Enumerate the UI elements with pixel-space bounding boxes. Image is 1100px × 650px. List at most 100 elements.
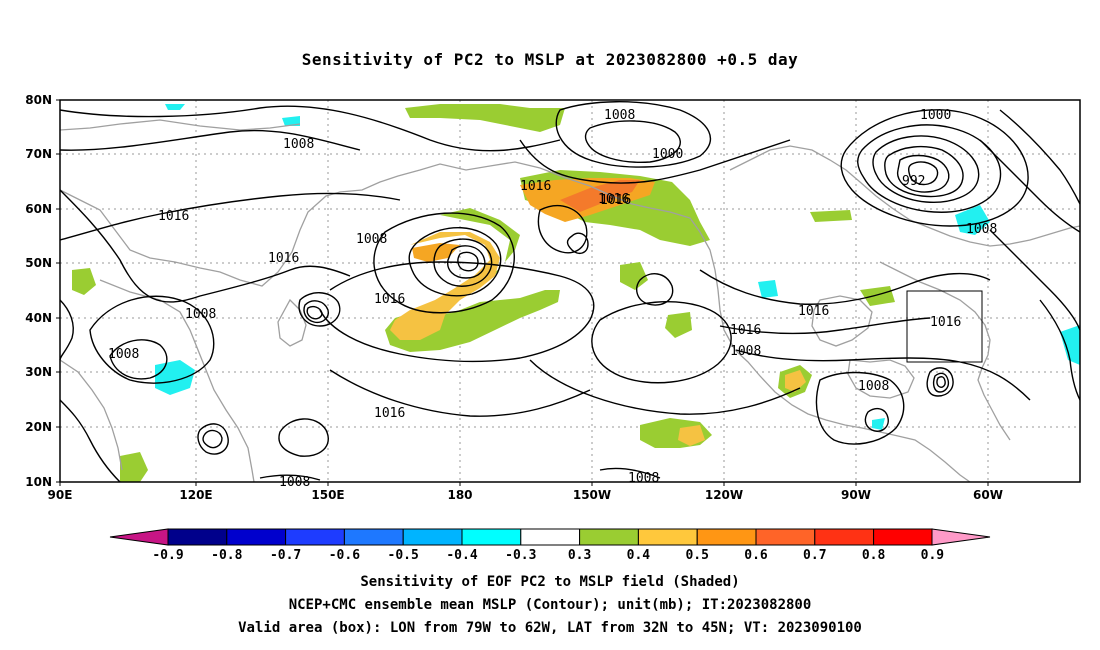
contour-label: 1008 — [108, 347, 139, 362]
sensitivity-shading — [72, 104, 1080, 482]
positive-region-orange — [390, 232, 500, 340]
plot-frame — [59, 99, 1081, 483]
lat-label: 20N — [25, 420, 52, 434]
contour-label: 1016 — [598, 192, 629, 207]
contour-label: 1016 — [930, 315, 961, 330]
colorbar-cell — [343, 528, 404, 546]
positive-region-green — [120, 452, 148, 482]
lat-label: 30N — [25, 365, 52, 379]
lon-label: 60W — [973, 488, 1003, 502]
negative-region-cyan — [165, 104, 185, 110]
lat-label: 50N — [25, 256, 52, 270]
positive-region-green — [405, 104, 565, 132]
colorbar-cell — [285, 528, 345, 546]
contour-label: 1000 — [920, 108, 951, 123]
colorbar-label: -0.3 — [505, 548, 536, 563]
colorbar-label: -0.8 — [211, 548, 242, 563]
colorbar-label: -0.9 — [152, 548, 183, 563]
lon-label: 150W — [573, 488, 611, 502]
caption-line-3: Valid area (box): LON from 79W to 62W, L… — [238, 620, 862, 636]
lat-label: 80N — [25, 93, 52, 107]
colorbar-label: 0.5 — [685, 548, 708, 563]
colorbar-cell — [402, 528, 463, 546]
positive-region-green — [72, 268, 96, 295]
contour-label: 1016 — [520, 179, 551, 194]
lat-label: 70N — [25, 147, 52, 161]
contour-label: 1008 — [730, 344, 761, 359]
contour-label: 1016 — [158, 209, 189, 224]
coastlines — [59, 119, 1081, 483]
tick-marks — [56, 99, 989, 486]
colorbar-over-triangle — [931, 528, 991, 546]
colorbar-cell — [226, 528, 287, 546]
lon-label: 180 — [447, 488, 472, 502]
lon-label: 90E — [48, 488, 73, 502]
colorbar-cell — [167, 528, 228, 546]
colorbar-cell — [579, 528, 639, 546]
colorbar-label: -0.6 — [329, 548, 360, 563]
lat-label: 60N — [25, 202, 52, 216]
positive-region-dark-orange — [560, 180, 640, 212]
colorbar-under-triangle — [109, 528, 169, 546]
negative-region-cyan — [758, 280, 778, 298]
positive-region-orange — [785, 370, 806, 392]
lat-label: 40N — [25, 311, 52, 325]
colorbar-label: -0.7 — [270, 548, 301, 563]
negative-region-cyan — [155, 360, 195, 395]
lon-label: 150E — [311, 488, 344, 502]
lon-label: 120W — [705, 488, 743, 502]
contour-label: 1008 — [858, 379, 889, 394]
positive-region-green — [810, 210, 852, 222]
contour-label: 1016 — [374, 406, 405, 421]
negative-region-cyan — [1060, 325, 1080, 365]
contour-label: 1000 — [652, 147, 683, 162]
lat-label: 10N — [25, 475, 52, 489]
colorbar-label: 0.9 — [921, 548, 944, 563]
colorbar-label: -0.4 — [446, 548, 477, 563]
contour-label: 1016 — [730, 323, 761, 338]
colorbar-cell — [755, 528, 816, 546]
colorbar-cell — [461, 528, 522, 546]
positive-region-green — [860, 286, 895, 306]
latitude-axis: 80N 70N 60N 50N 40N 30N 20N 10N — [25, 93, 52, 489]
colorbar-cell — [873, 528, 933, 546]
caption-line-1: Sensitivity of EOF PC2 to MSLP field (Sh… — [360, 574, 740, 590]
colorbar-cell — [520, 528, 581, 546]
mslp-contours — [59, 101, 1081, 483]
contour-label: 1008 — [628, 471, 659, 486]
colorbar-label: 0.6 — [744, 548, 768, 563]
lon-label: 90W — [841, 488, 871, 502]
positive-region-green — [620, 262, 648, 290]
contour-label: 992 — [902, 174, 925, 189]
contour-label: 1016 — [600, 193, 631, 208]
contour-label: 1008 — [185, 307, 216, 322]
positive-region-orange — [678, 425, 705, 446]
lon-label: 120E — [179, 488, 212, 502]
positive-region-green — [665, 312, 692, 338]
colorbar-label: 0.3 — [568, 548, 591, 563]
map-title: Sensitivity of PC2 to MSLP at 2023082800… — [301, 50, 799, 69]
colorbar-cell — [814, 528, 875, 546]
valid-area-box — [906, 290, 983, 363]
contour-label: 1016 — [798, 304, 829, 319]
colorbar-label: -0.5 — [388, 548, 419, 563]
colorbar-label: 0.7 — [803, 548, 826, 563]
contour-label: 1008 — [966, 222, 997, 237]
colorbar-label: 0.8 — [862, 548, 886, 563]
contour-label: 1008 — [283, 137, 314, 152]
contour-label: 1016 — [374, 292, 405, 307]
longitude-axis: 90E 120E 150E 180 150W 120W 90W 60W — [48, 488, 1003, 502]
negative-region-cyan — [872, 418, 885, 430]
colorbar: -0.9 -0.8 -0.7 -0.6 -0.5 -0.4 -0.3 0.3 0.4 0.5 0.6… — [109, 528, 991, 563]
colorbar-label: 0.4 — [627, 548, 651, 563]
negative-region-cyan — [282, 116, 300, 126]
negative-region-cyan — [955, 205, 990, 235]
caption-line-2: NCEP+CMC ensemble mean MSLP (Contour); u… — [288, 597, 812, 613]
contour-label-group: 1008 1016 1016 1008 1016 1016 1008 1008 … — [108, 108, 997, 490]
contour-label: 1008 — [356, 232, 387, 247]
colorbar-cell — [696, 528, 757, 546]
contour-label: 1016 — [268, 251, 299, 266]
colorbar-cell — [637, 528, 698, 546]
contour-label: 1008 — [604, 108, 635, 123]
